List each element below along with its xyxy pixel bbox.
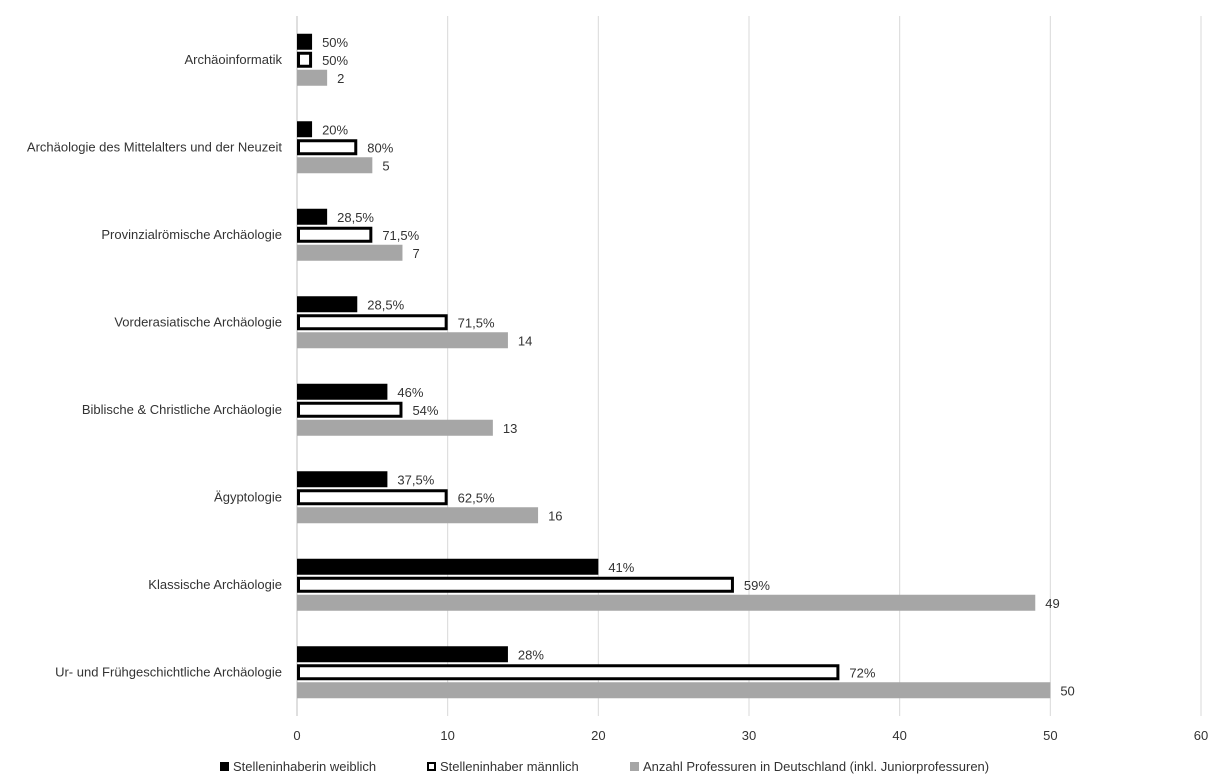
- data-label: 13: [503, 421, 517, 436]
- legend-swatch-female: [220, 762, 229, 771]
- data-label: 16: [548, 508, 562, 523]
- bar-total: [297, 244, 403, 261]
- data-label: 62,5%: [458, 490, 495, 505]
- bar-male: [297, 51, 313, 68]
- category-label: Provinzialrömische Archäologie: [101, 227, 282, 242]
- data-label: 72%: [849, 665, 875, 680]
- bar-female: [297, 121, 313, 138]
- legend: Stelleninhaberin weiblich Stelleninhaber…: [0, 759, 1221, 781]
- category-label: Klassische Archäologie: [148, 577, 282, 592]
- bar-total: [297, 69, 328, 86]
- gridlines: [296, 16, 1202, 716]
- bar-male: [297, 576, 734, 593]
- data-label: 46%: [397, 385, 423, 400]
- x-tick-label: 0: [293, 728, 300, 743]
- category-label: Ägyptologie: [214, 489, 282, 504]
- data-label: 71,5%: [458, 315, 495, 330]
- data-label: 28,5%: [367, 297, 404, 312]
- bar-female: [297, 383, 388, 400]
- data-label: 14: [518, 333, 532, 348]
- legend-label-total: Anzahl Professuren in Deutschland (inkl.…: [643, 759, 990, 774]
- bar-female: [297, 296, 358, 313]
- labels: 0 10 20 30 40 50 60 Archäoinformatik 50% 50% 2 Arch…: [27, 35, 1208, 743]
- x-tick-label: 20: [591, 728, 605, 743]
- legend-label-female: Stelleninhaberin weiblich: [233, 759, 377, 774]
- bar-male: [297, 226, 373, 243]
- legend-swatch-total: [630, 762, 639, 771]
- legend-item-male: Stelleninhaber männlich: [427, 759, 579, 774]
- x-tick-label: 60: [1194, 728, 1208, 743]
- bar-female: [297, 33, 313, 50]
- legend-item-total: Anzahl Professuren in Deutschland (inkl.…: [630, 759, 989, 774]
- bar-chart: 0 10 20 30 40 50 60 Archäoinformatik 50% 50% 2 Arch…: [27, 16, 1208, 743]
- data-label: 71,5%: [382, 228, 419, 243]
- bar-total: [297, 157, 373, 174]
- x-tick-label: 50: [1043, 728, 1057, 743]
- data-label: 50%: [322, 35, 348, 50]
- data-label: 28,5%: [337, 210, 374, 225]
- bar-male: [297, 401, 403, 418]
- bar-male: [297, 664, 840, 681]
- data-label: 54%: [412, 403, 438, 418]
- data-label: 49: [1045, 596, 1059, 611]
- bar-total: [297, 419, 493, 436]
- bar-female: [297, 558, 599, 575]
- category-label: Biblische & Christliche Archäologie: [82, 402, 282, 417]
- bar-total: [297, 682, 1051, 699]
- bar-female: [297, 471, 388, 488]
- legend-swatch-male: [427, 762, 436, 771]
- bar-male: [297, 139, 358, 156]
- bar-female: [297, 208, 328, 225]
- data-label: 41%: [608, 560, 634, 575]
- category-label: Vorderasiatische Archäologie: [114, 314, 282, 329]
- x-tick-label: 30: [742, 728, 756, 743]
- data-label: 28%: [518, 647, 544, 662]
- bar-male: [297, 489, 448, 506]
- category-label: Archäologie des Mittelalters und der Neu…: [27, 139, 282, 154]
- bar-total: [297, 594, 1036, 611]
- data-label: 37,5%: [397, 472, 434, 487]
- category-label: Archäoinformatik: [184, 52, 282, 67]
- legend-label-male: Stelleninhaber männlich: [440, 759, 579, 774]
- data-label: 50%: [322, 53, 348, 68]
- x-tick-label: 10: [440, 728, 454, 743]
- data-label: 50: [1060, 683, 1074, 698]
- bar-female: [297, 646, 508, 663]
- data-label: 59%: [744, 578, 770, 593]
- bar-total: [297, 507, 539, 524]
- bars: [297, 33, 1051, 699]
- bar-male: [297, 314, 448, 331]
- x-tick-label: 40: [892, 728, 906, 743]
- legend-item-female: Stelleninhaberin weiblich: [220, 759, 376, 774]
- data-label: 20%: [322, 122, 348, 137]
- data-label: 5: [382, 158, 389, 173]
- bar-total: [297, 332, 508, 349]
- data-label: 7: [412, 246, 419, 261]
- data-label: 80%: [367, 140, 393, 155]
- category-label: Ur- und Frühgeschichtliche Archäologie: [55, 664, 282, 679]
- data-label: 2: [337, 71, 344, 86]
